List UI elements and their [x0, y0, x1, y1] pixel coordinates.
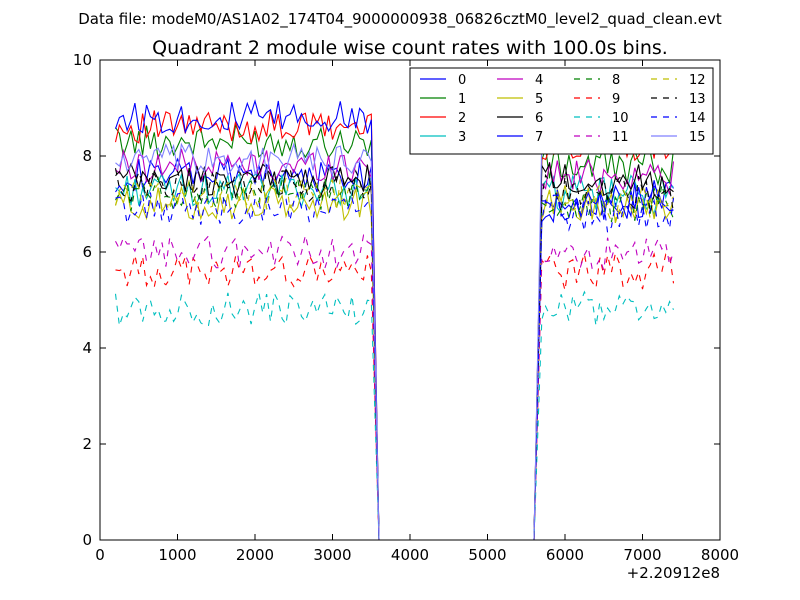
legend-label-4: 4 [535, 73, 543, 88]
y-tick-label: 2 [82, 435, 92, 453]
y-tick-label: 6 [82, 243, 92, 261]
y-tick-label: 4 [82, 339, 92, 357]
x-offset-label: +2.20912e8 [627, 564, 720, 582]
series-line-9 [115, 251, 675, 541]
legend-label-6: 6 [535, 111, 543, 126]
legend-label-7: 7 [535, 130, 543, 145]
y-tick-label: 8 [82, 147, 92, 165]
legend-label-3: 3 [458, 130, 466, 145]
series-line-7 [114, 99, 674, 541]
legend-label-12: 12 [689, 73, 706, 88]
legend-label-11: 11 [612, 130, 629, 145]
series-line-3 [115, 171, 674, 541]
legend-label-8: 8 [612, 73, 620, 88]
x-tick-label: 2000 [236, 546, 274, 564]
legend-label-14: 14 [689, 111, 706, 126]
series-line-14 [115, 191, 675, 541]
x-tick-label: 4000 [391, 546, 429, 564]
series-line-4 [115, 148, 675, 541]
series-line-11 [115, 233, 675, 541]
legend-label-10: 10 [612, 111, 629, 126]
x-tick-label: 0 [95, 546, 105, 564]
x-tick-label: 1000 [158, 546, 196, 564]
series-line-1 [115, 123, 675, 541]
y-tick-label: 0 [82, 531, 92, 549]
legend-label-0: 0 [458, 73, 466, 88]
series-line-0 [115, 157, 674, 541]
legend-label-5: 5 [535, 92, 543, 107]
legend-label-2: 2 [458, 111, 466, 126]
x-tick-label: 8000 [701, 546, 739, 564]
suptitle: Data file: modeM0/AS1A02_174T04_90000009… [78, 10, 722, 29]
legend-label-1: 1 [458, 92, 466, 107]
series-line-8 [115, 176, 675, 541]
x-tick-label: 7000 [623, 546, 661, 564]
x-tick-label: 6000 [546, 546, 584, 564]
y-tick-label: 10 [73, 51, 92, 69]
series-line-12 [114, 177, 674, 541]
series-line-6 [115, 161, 674, 541]
legend-box [409, 67, 714, 155]
legend-label-13: 13 [689, 92, 706, 107]
x-tick-label: 5000 [468, 546, 506, 564]
series-line-13 [114, 167, 675, 541]
x-tick-label: 3000 [313, 546, 351, 564]
series-line-5 [114, 185, 675, 541]
legend-label-9: 9 [612, 92, 620, 107]
legend-label-15: 15 [689, 130, 706, 145]
chart-title: Quadrant 2 module wise count rates with … [152, 37, 668, 59]
series-line-10 [114, 290, 674, 541]
